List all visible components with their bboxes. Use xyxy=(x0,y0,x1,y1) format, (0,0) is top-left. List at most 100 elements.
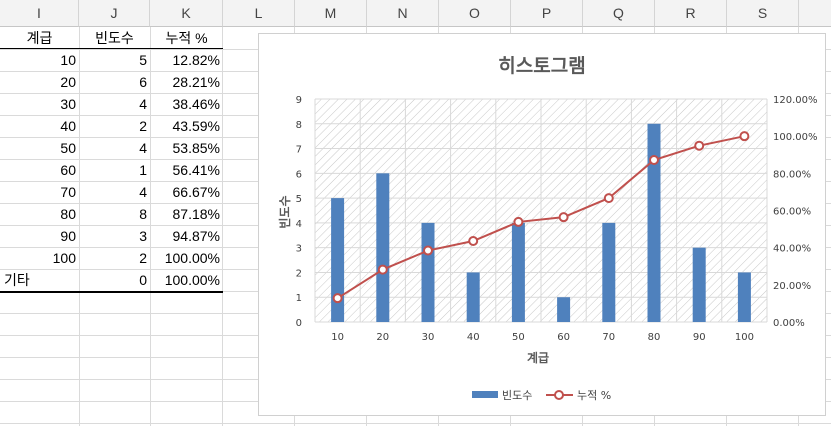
table-cell-class[interactable]: 80 xyxy=(60,206,76,222)
table-cell-cumulative[interactable]: 87.18% xyxy=(172,206,220,222)
frequency-bar xyxy=(421,222,435,322)
table-cell-cumulative[interactable]: 12.82% xyxy=(172,52,220,68)
x-axis-label: 계급 xyxy=(527,350,549,365)
y-axis-label: 빈도수 xyxy=(277,195,292,228)
table-cell-class[interactable]: 40 xyxy=(60,118,76,134)
column-header-s[interactable]: S xyxy=(727,0,799,27)
table-cell-cumulative[interactable]: 28.21% xyxy=(172,74,220,90)
column-header-i[interactable]: I xyxy=(0,0,79,27)
table-cell-frequency[interactable]: 8 xyxy=(139,206,147,222)
y-tick-label: 0 xyxy=(296,318,302,329)
table-cell-class[interactable]: 20 xyxy=(60,74,76,90)
x-tick-label: 90 xyxy=(693,332,706,343)
cumulative-point xyxy=(694,140,705,151)
chart-svg: 히스토그램 0 1 2 3 4 5 6 7 8 9 0.00% 20.00% 40.00% 60.00% 8… xyxy=(277,55,818,402)
frequency-bar xyxy=(331,198,345,322)
x-tick-label: 40 xyxy=(467,332,480,343)
y2-tick-label: 80.00% xyxy=(773,169,811,180)
table-cell-class[interactable]: 50 xyxy=(60,140,76,156)
table-cell-cumulative[interactable]: 53.85% xyxy=(172,140,220,156)
column-header-r[interactable]: R xyxy=(655,0,727,27)
table-cell-cumulative[interactable]: 100.00% xyxy=(164,272,220,288)
cumulative-point xyxy=(468,235,479,246)
header-cumulative-cell[interactable]: 누적 % xyxy=(165,30,208,46)
cumulative-point xyxy=(739,131,750,142)
table-cell-frequency[interactable]: 2 xyxy=(139,118,147,134)
legend-bar-label: 빈도수 xyxy=(502,389,532,402)
y-tick-label: 5 xyxy=(296,194,302,205)
table-cell-frequency[interactable]: 4 xyxy=(139,96,147,112)
table-cell-frequency[interactable]: 2 xyxy=(139,250,147,266)
table-cell-cumulative[interactable]: 43.59% xyxy=(172,118,220,134)
cumulative-line xyxy=(337,135,745,300)
y2-tick-label: 60.00% xyxy=(773,207,811,218)
legend-bar-swatch xyxy=(472,391,498,398)
table-cell-class[interactable]: 10 xyxy=(60,52,76,68)
cumulative-point xyxy=(377,264,388,275)
x-tick-label: 60 xyxy=(557,332,570,343)
table-cell-cumulative[interactable]: 100.00% xyxy=(164,250,220,266)
y-tick-label: 7 xyxy=(296,145,302,156)
x-tick-label: 30 xyxy=(422,332,435,343)
frequency-bar xyxy=(511,222,525,322)
column-header-k[interactable]: K xyxy=(150,0,223,27)
histogram-chart[interactable]: 히스토그램 0 1 2 3 4 5 6 7 8 9 0.00% 20.00% 40.00% 60.00% 8… xyxy=(258,33,826,416)
table-cell-class[interactable]: 30 xyxy=(60,96,76,112)
y-tick-label: 2 xyxy=(296,268,302,279)
cumulative-point xyxy=(423,245,433,256)
y-tick-label: 3 xyxy=(296,244,302,255)
cumulative-point xyxy=(558,212,569,223)
column-header-n[interactable]: N xyxy=(367,0,439,27)
table-cell-cumulative[interactable]: 56.41% xyxy=(172,162,220,178)
y2-tick-label: 20.00% xyxy=(773,281,811,292)
y-tick-label: 1 xyxy=(296,293,302,304)
header-class-cell[interactable]: 계급 xyxy=(26,30,53,46)
column-header-q[interactable]: Q xyxy=(583,0,655,27)
y2-tick-label: 0.00% xyxy=(773,318,805,329)
legend-line-label: 누적 % xyxy=(577,389,611,402)
table-cell-class[interactable]: 60 xyxy=(60,162,76,178)
frequency-bar xyxy=(692,247,706,322)
x-tick-label: 70 xyxy=(602,332,615,343)
y-tick-label: 8 xyxy=(296,120,302,131)
column-header-j[interactable]: J xyxy=(79,0,150,27)
y-tick-label: 6 xyxy=(296,169,302,180)
table-cell-cumulative[interactable]: 94.87% xyxy=(172,228,220,244)
table-cell-class[interactable]: 기타 xyxy=(4,272,30,288)
column-header-m[interactable]: M xyxy=(295,0,367,27)
table-cell-frequency[interactable]: 1 xyxy=(139,162,147,178)
table-cell-class[interactable]: 100 xyxy=(52,250,76,266)
column-header-l[interactable]: L xyxy=(223,0,295,27)
column-header-p[interactable]: P xyxy=(511,0,583,27)
table-cell-class[interactable]: 70 xyxy=(60,184,76,200)
y2-tick-label: 120.00% xyxy=(773,95,818,106)
table-cell-frequency[interactable]: 6 xyxy=(139,74,147,90)
table-cell-frequency[interactable]: 3 xyxy=(139,228,147,244)
table-cell-frequency[interactable]: 4 xyxy=(139,184,147,200)
x-tick-label: 50 xyxy=(512,332,525,343)
column-header-next[interactable] xyxy=(799,0,831,27)
table-cell-class[interactable]: 90 xyxy=(60,228,76,244)
header-frequency-cell[interactable]: 빈도수 xyxy=(95,30,134,46)
frequency-bar xyxy=(557,297,571,322)
legend-line-marker xyxy=(554,390,564,400)
y2-tick-label: 40.00% xyxy=(773,244,811,255)
chart-title: 히스토그램 xyxy=(498,55,585,77)
table-cell-frequency[interactable]: 4 xyxy=(139,140,147,156)
frequency-bar xyxy=(466,272,480,322)
table-cell-frequency[interactable]: 0 xyxy=(139,272,147,288)
frequency-bar xyxy=(647,123,661,323)
legend: 빈도수 누적 % xyxy=(472,389,611,402)
table-cell-cumulative[interactable]: 38.46% xyxy=(172,96,220,112)
x-tick-label: 10 xyxy=(331,332,344,343)
frequency-bar xyxy=(602,222,616,322)
column-header-o[interactable]: O xyxy=(439,0,511,27)
table-cell-cumulative[interactable]: 66.67% xyxy=(172,184,220,200)
y2-tick-label: 100.00% xyxy=(773,132,818,143)
x-tick-label: 100 xyxy=(735,332,754,343)
y-tick-label: 4 xyxy=(296,219,302,230)
frequency-bar xyxy=(376,173,390,322)
y-tick-label: 9 xyxy=(296,95,302,106)
table-cell-frequency[interactable]: 5 xyxy=(139,52,147,68)
